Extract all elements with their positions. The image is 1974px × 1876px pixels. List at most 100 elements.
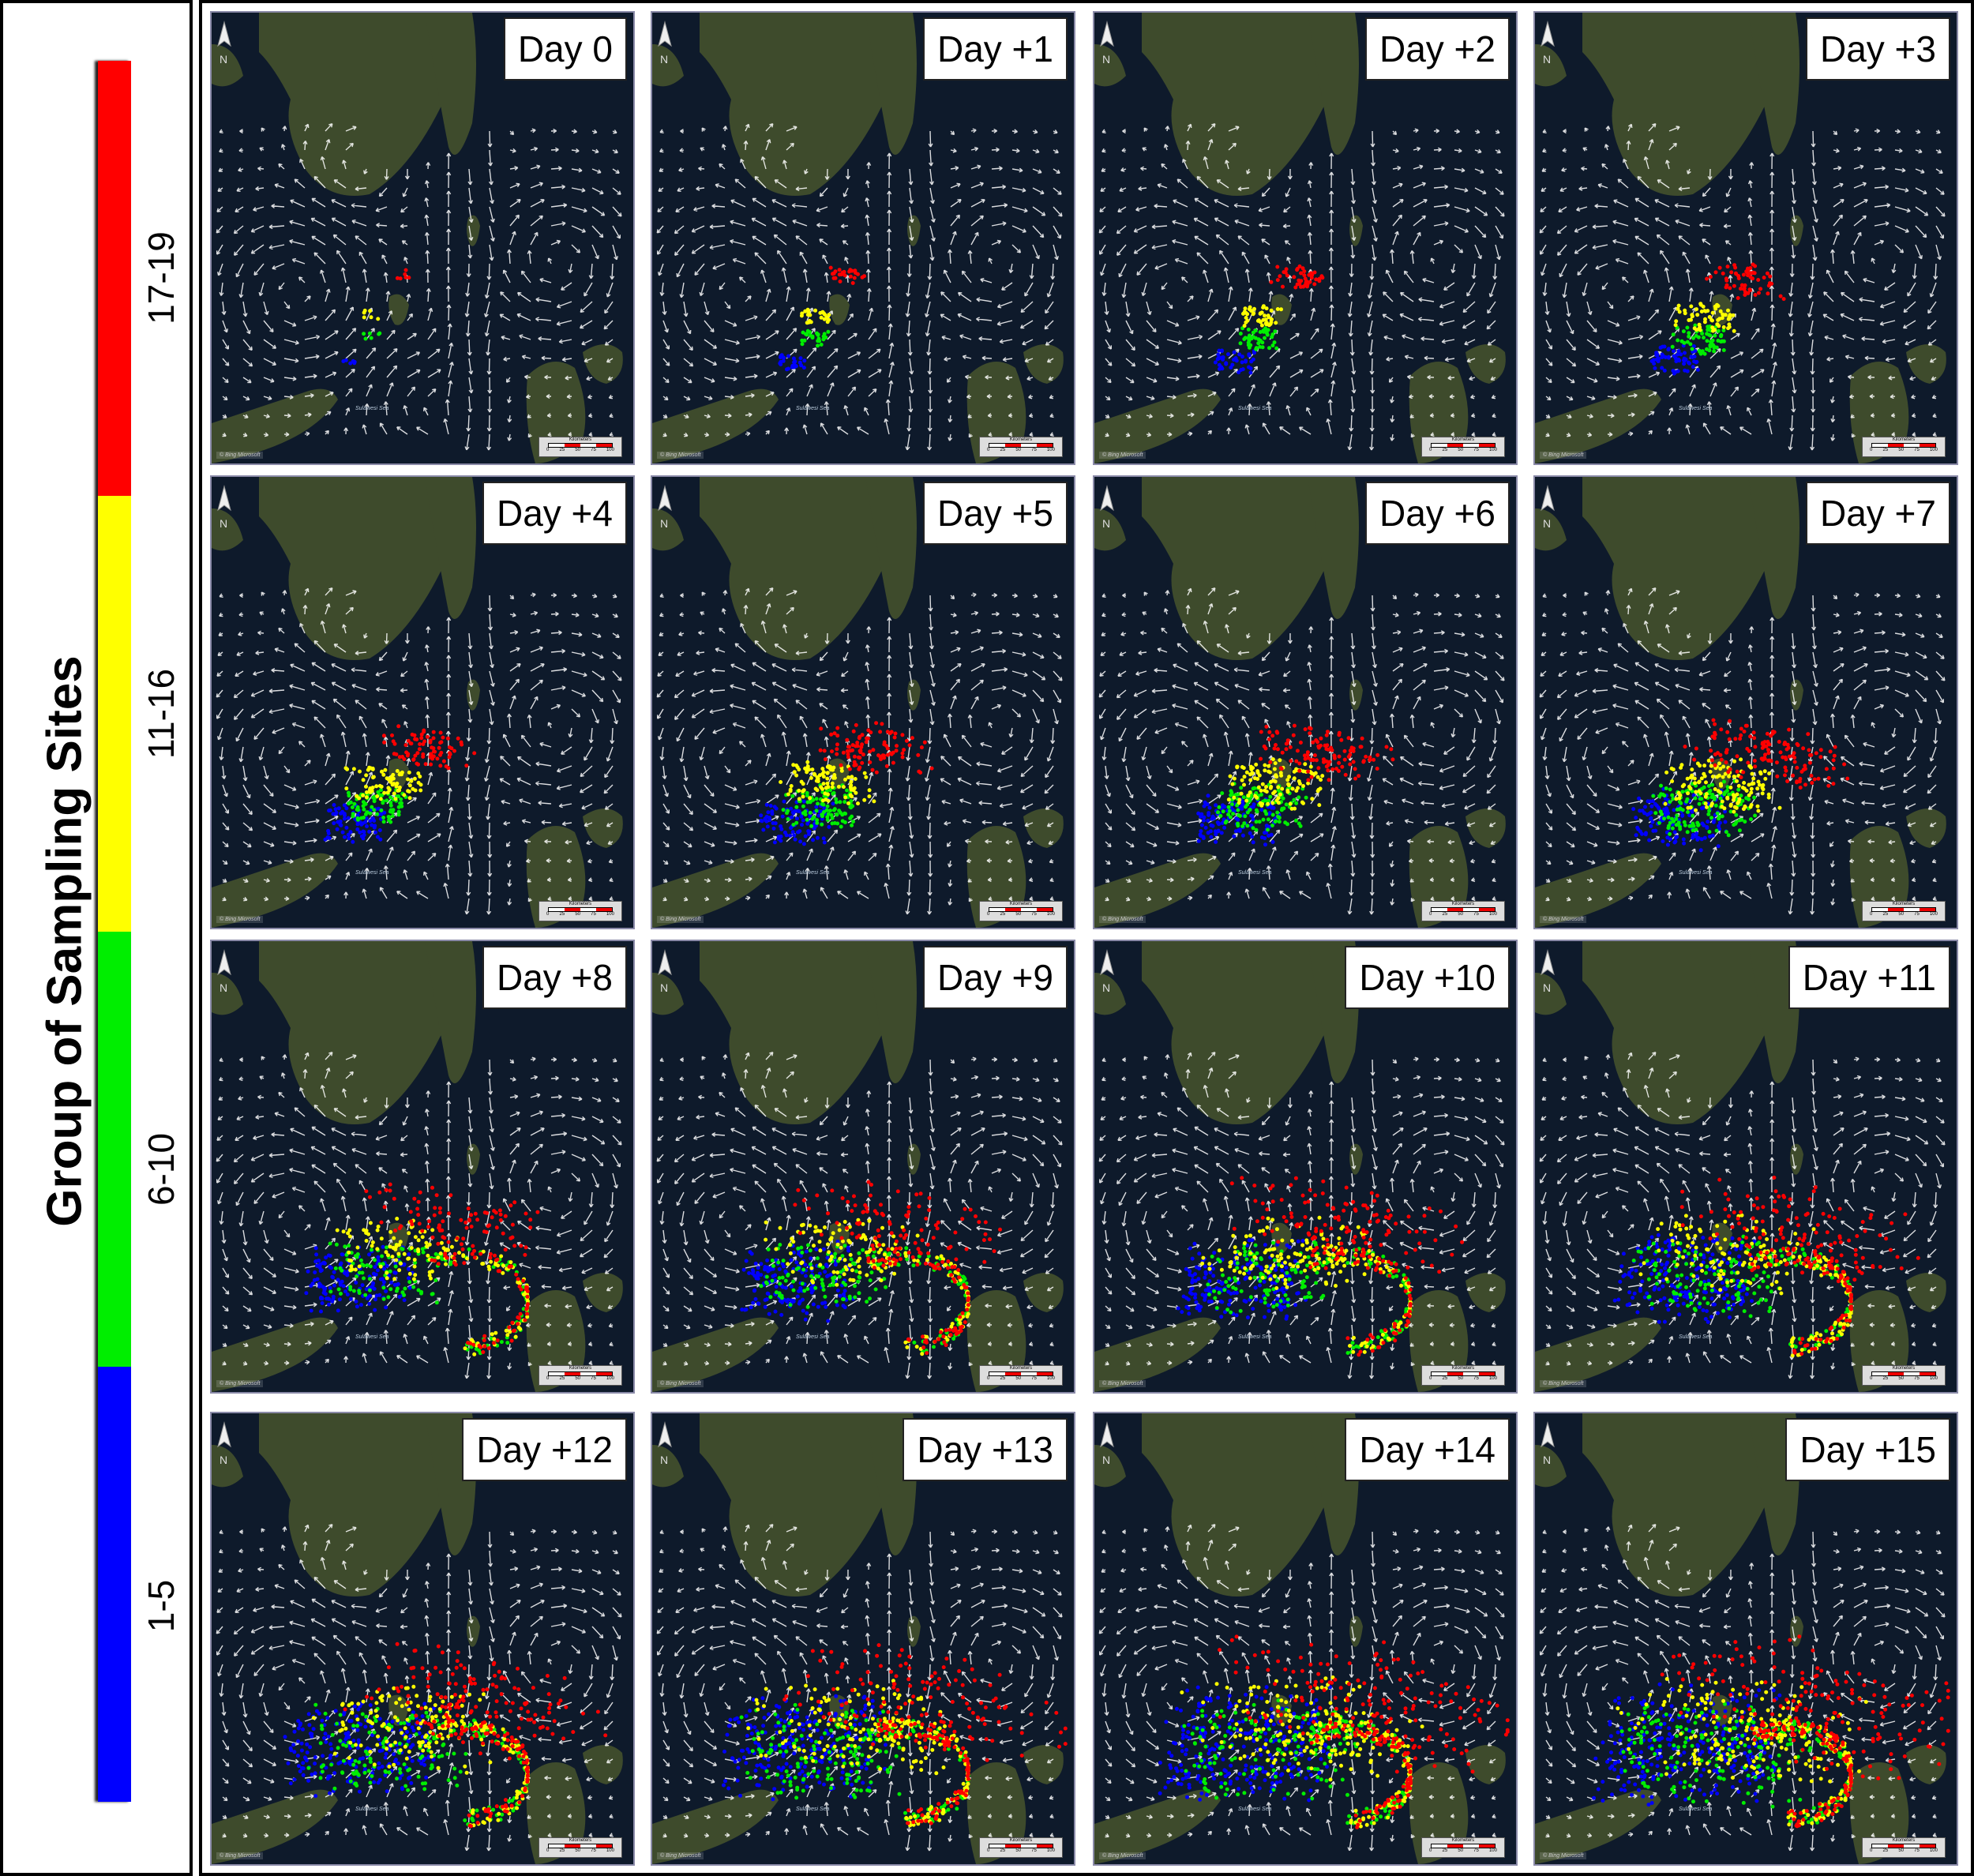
- scale-bar: Kilometers 0 25 50 75 100: [979, 1837, 1063, 1858]
- map-attribution: © Bing Microsoft: [657, 1852, 704, 1859]
- north-arrow-icon: [1100, 21, 1114, 47]
- sea-label: Sulawesi Sea: [796, 406, 830, 411]
- map-panel-day-5: N Sulawesi Sea Day +5 © Bing Microsoft Kilom…: [651, 475, 1075, 929]
- scale-tick: 50: [1458, 912, 1463, 917]
- landmass: [907, 1615, 921, 1647]
- scale-tick: 50: [1898, 912, 1904, 917]
- scale-tick: 50: [575, 448, 580, 452]
- scale-tick: 50: [1898, 1376, 1904, 1381]
- landmass: [259, 1413, 459, 1596]
- scale-tick: 25: [1000, 912, 1006, 917]
- map-canvas: N: [652, 1413, 1068, 1864]
- scale-tick: 100: [606, 1376, 614, 1381]
- map-attribution: © Bing Microsoft: [1099, 916, 1146, 923]
- scale-bar: Kilometers 0 25 50 75 100: [1862, 1837, 1946, 1858]
- particles-group-1-5: [304, 1244, 415, 1314]
- landmass: [1535, 388, 1661, 463]
- north-label: N: [220, 1454, 227, 1466]
- scale-tick: 50: [1015, 912, 1021, 917]
- scale-tick: 25: [1882, 1848, 1889, 1853]
- scale-tick: 75: [1914, 1848, 1920, 1853]
- landmass: [700, 1413, 899, 1596]
- scale-tick: 50: [1015, 448, 1021, 452]
- scale-tick: 50: [1898, 448, 1904, 452]
- north-arrow-icon: [1100, 1421, 1114, 1448]
- legend-label-6-10: 6-10: [141, 1132, 182, 1206]
- scale-tick: 25: [1882, 448, 1889, 452]
- sea-label: Sulawesi Sea: [796, 1807, 830, 1812]
- scale-tick: 0: [546, 448, 550, 452]
- scale-tick: 25: [559, 912, 565, 917]
- day-label: Day +2: [1364, 17, 1510, 81]
- current-vector-field: [1539, 1052, 1946, 1379]
- north-label: N: [1543, 981, 1551, 994]
- scale-tick: 100: [1929, 448, 1938, 452]
- map-panel-grid: N Sulawesi Sea Day 0 © Bing Microsoft Kilome…: [199, 0, 1974, 1876]
- scale-bar-title: Kilometers: [1451, 1838, 1475, 1843]
- scale-bar-graphic: [989, 443, 1053, 448]
- current-vector-field: [1098, 123, 1505, 451]
- scale-tick: 0: [1429, 1376, 1432, 1381]
- scale-tick: 100: [1488, 1376, 1497, 1381]
- legend-swatch-11-16: [98, 496, 131, 932]
- scale-tick: 25: [1882, 912, 1889, 917]
- landmass: [1582, 941, 1782, 1124]
- particles-group-17-19: [782, 1643, 1068, 1825]
- landmass: [467, 1615, 480, 1647]
- scale-bar-title: Kilometers: [1009, 437, 1033, 442]
- day-label: Day +5: [922, 482, 1068, 545]
- scale-bar: Kilometers 0 25 50 75 100: [979, 1365, 1063, 1386]
- scale-tick: 75: [1914, 912, 1920, 917]
- scale-bar-title: Kilometers: [569, 437, 592, 442]
- landmass: [907, 215, 921, 246]
- scale-tick: 75: [1473, 448, 1479, 452]
- landmass: [1349, 215, 1363, 246]
- map-panel-day-7: N Sulawesi Sea Day +7 © Bing Microsoft Kilom…: [1533, 475, 1958, 929]
- particles-group-1-5: [722, 1694, 888, 1802]
- scale-tick: 0: [987, 1848, 990, 1853]
- scale-bar-graphic: [1871, 1371, 1936, 1376]
- scale-bar-title: Kilometers: [1892, 1838, 1916, 1843]
- landmass: [1790, 215, 1803, 246]
- particles-group-1-5: [1213, 348, 1256, 375]
- north-label: N: [1543, 517, 1551, 530]
- landmass: [425, 13, 476, 155]
- scale-bar-graphic: [1431, 907, 1496, 912]
- particles-group-1-5: [1631, 786, 1728, 853]
- scale-tick: 50: [1458, 1848, 1463, 1853]
- particles-group-6-10: [1182, 1698, 1413, 1825]
- day-label: Day +12: [462, 1418, 627, 1481]
- north-label: N: [1102, 53, 1110, 66]
- particles-group-17-19: [381, 724, 477, 771]
- scale-tick: 75: [1473, 912, 1479, 917]
- sea-label: Sulawesi Sea: [355, 1334, 389, 1340]
- particles-group-17-19: [1705, 262, 1786, 302]
- landmass: [467, 1143, 480, 1175]
- map-canvas: N: [212, 13, 623, 463]
- particles-group-11-16: [779, 760, 876, 806]
- particles-group-17-19: [343, 1642, 608, 1829]
- scale-tick: 100: [1929, 912, 1938, 917]
- landmass: [652, 1445, 684, 1488]
- scale-bar-graphic: [1871, 907, 1936, 912]
- scale-bar: Kilometers 0 25 50 75 100: [539, 1837, 622, 1858]
- north-label: N: [1102, 517, 1110, 530]
- current-vector-field: [656, 123, 1063, 451]
- particles-group-6-10: [1631, 1234, 1853, 1352]
- landmass: [907, 1143, 921, 1175]
- scale-bar-title: Kilometers: [1009, 1366, 1033, 1371]
- particles-group-17-19: [1269, 264, 1325, 290]
- scale-tick: 25: [1442, 1376, 1448, 1381]
- sea-label: Sulawesi Sea: [1679, 870, 1713, 876]
- scale-tick: 0: [1429, 912, 1432, 917]
- scale-tick: 100: [606, 1848, 614, 1853]
- scale-tick: 25: [559, 448, 565, 452]
- map-panel-day-2: N Sulawesi Sea Day +2 © Bing Microsoft Kilom…: [1093, 11, 1518, 465]
- legend: Group of Sampling Sites 17-19 11-16 6-10…: [0, 0, 193, 1876]
- landmass: [212, 44, 243, 87]
- scale-tick: 0: [987, 1376, 990, 1381]
- scale-tick: 25: [1000, 1376, 1006, 1381]
- scale-tick: 50: [1458, 1376, 1463, 1381]
- sea-label: Sulawesi Sea: [1679, 1334, 1713, 1340]
- map-canvas: N: [1094, 1413, 1510, 1864]
